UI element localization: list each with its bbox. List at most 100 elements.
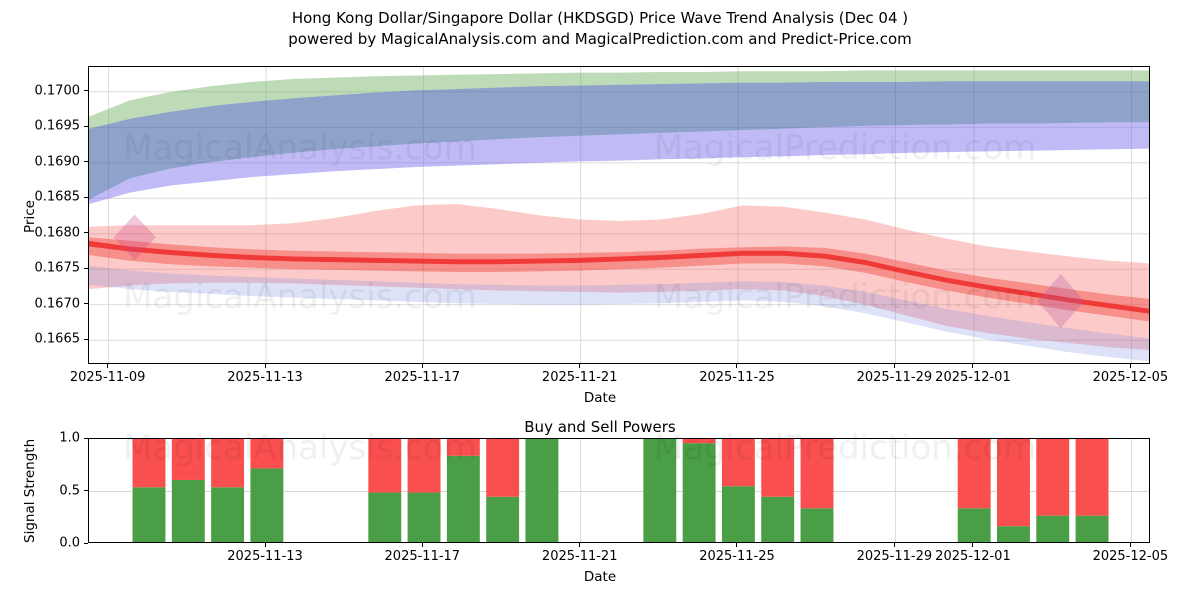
figure-title-line-1: Hong Kong Dollar/Singapore Dollar (HKDSG…: [291, 9, 909, 27]
buy-power-bar: [643, 439, 677, 542]
power-bar-group: [132, 439, 166, 542]
price-x-tick: 2025-11-25: [699, 370, 775, 385]
price-band-outer-red-envelope: [89, 203, 1149, 350]
price-y-tickmark: [84, 90, 88, 92]
price-y-tick: 0.1700: [34, 83, 81, 99]
price-y-tick: 0.1670: [34, 296, 81, 312]
power-x-tick: 2025-11-13: [227, 549, 303, 564]
buy-power-bar: [761, 496, 795, 542]
power-bar-group: [721, 439, 755, 542]
power-x-tickmark: [579, 543, 581, 547]
power-y-tick: 0.0: [59, 535, 80, 551]
power-x-tickmark: [264, 543, 266, 547]
power-chart-title: Buy and Sell Powers: [524, 418, 676, 436]
figure-title-line-2: powered by MagicalAnalysis.com and Magic…: [288, 30, 912, 48]
price-y-tickmark: [84, 303, 88, 305]
price-x-tickmark: [107, 364, 109, 368]
price-y-tick: 0.1695: [34, 118, 81, 134]
power-bar-group: [250, 439, 284, 542]
sell-power-bar: [761, 439, 795, 497]
buy-power-bar: [721, 486, 755, 542]
sell-power-bar: [407, 439, 441, 493]
price-y-tickmark: [84, 232, 88, 234]
power-y-tick: 1.0: [59, 430, 80, 446]
power-y-axis-label: Signal Strength: [22, 438, 38, 543]
price-chart-plot-area: [88, 66, 1150, 364]
power-y-tickmark: [84, 437, 88, 439]
buy-power-bar: [957, 508, 991, 542]
price-x-tickmark: [421, 364, 423, 368]
sell-power-bar: [171, 439, 205, 480]
price-y-tick: 0.1685: [34, 189, 81, 205]
buy-power-bar: [1075, 515, 1109, 542]
buy-power-bar: [486, 496, 520, 542]
buy-power-bar: [800, 508, 834, 542]
price-x-tick: 2025-11-21: [541, 370, 618, 385]
buy-power-bar: [997, 526, 1030, 542]
price-x-tick: 2025-11-09: [69, 370, 146, 385]
power-bar-group: [525, 439, 559, 542]
power-y-tickmark: [84, 542, 88, 544]
price-band-light-purple-band: [89, 122, 1149, 204]
buy-power-bar: [1036, 515, 1070, 542]
price-band-upper-green-band: [89, 70, 1149, 129]
buy-power-bar: [368, 492, 402, 542]
price-x-tick: 2025-11-29: [856, 370, 933, 385]
price-x-tickmark: [579, 364, 581, 368]
price-x-tickmark: [736, 364, 738, 368]
price-highlight-right-diamond: [1037, 274, 1085, 329]
buy-power-bar: [211, 487, 245, 542]
power-bar-group: [1036, 439, 1070, 542]
price-x-tickmark: [972, 364, 974, 368]
price-y-tickmark: [84, 338, 88, 340]
power-x-axis-label: Date: [583, 569, 617, 585]
price-wave-svg: [89, 67, 1149, 363]
power-bar-group: [682, 439, 716, 542]
sell-power-bar: [800, 439, 834, 509]
power-x-tickmark: [1129, 543, 1131, 547]
price-x-tickmark: [264, 364, 266, 368]
price-band-lower-blue-haze: [89, 265, 1149, 362]
power-bar-group: [407, 439, 441, 542]
power-bar-group: [486, 439, 520, 542]
power-x-tickmark: [893, 543, 895, 547]
power-x-tick: 2025-12-05: [1092, 549, 1169, 564]
price-x-axis-label: Date: [583, 390, 617, 406]
power-y-tickmark: [84, 490, 88, 491]
power-x-tick: 2025-11-29: [856, 549, 933, 564]
price-x-tick: 2025-12-01: [935, 370, 1011, 385]
price-y-tickmark: [84, 125, 88, 127]
buy-power-bar: [525, 439, 559, 542]
buy-power-bar: [682, 443, 716, 542]
power-bar-group: [1075, 439, 1109, 542]
power-bar-group: [957, 439, 991, 542]
sell-power-bar: [957, 439, 991, 509]
power-y-tick: 0.5: [59, 483, 80, 498]
sell-power-bar: [682, 439, 716, 444]
power-x-tickmark: [421, 543, 423, 547]
price-y-tick: 0.1680: [34, 225, 81, 241]
power-bar-group: [368, 439, 402, 542]
power-x-tick: 2025-11-21: [541, 549, 618, 564]
sell-power-bar: [997, 439, 1030, 527]
price-x-tickmark: [893, 364, 895, 368]
sell-power-bar: [132, 439, 166, 488]
buy-power-bar: [171, 479, 205, 542]
sell-power-bar: [1036, 439, 1070, 516]
power-x-tick: 2025-11-17: [384, 549, 461, 564]
price-y-axis-label: Price: [22, 200, 38, 233]
power-bar-group: [171, 439, 205, 542]
buy-power-bar: [132, 487, 166, 542]
sell-power-bar: [1075, 439, 1109, 516]
buy-power-bar: [446, 455, 480, 542]
price-y-tick: 0.1675: [34, 260, 81, 276]
price-y-tickmark: [84, 196, 88, 198]
price-x-tickmark: [1129, 364, 1131, 368]
sell-power-bar: [721, 439, 755, 487]
power-bar-group: [643, 439, 677, 542]
power-bar-group: [211, 439, 245, 542]
price-band-core-red-line: [89, 240, 1149, 314]
sell-power-bar: [486, 439, 520, 497]
price-x-tick: 2025-11-17: [384, 370, 461, 385]
